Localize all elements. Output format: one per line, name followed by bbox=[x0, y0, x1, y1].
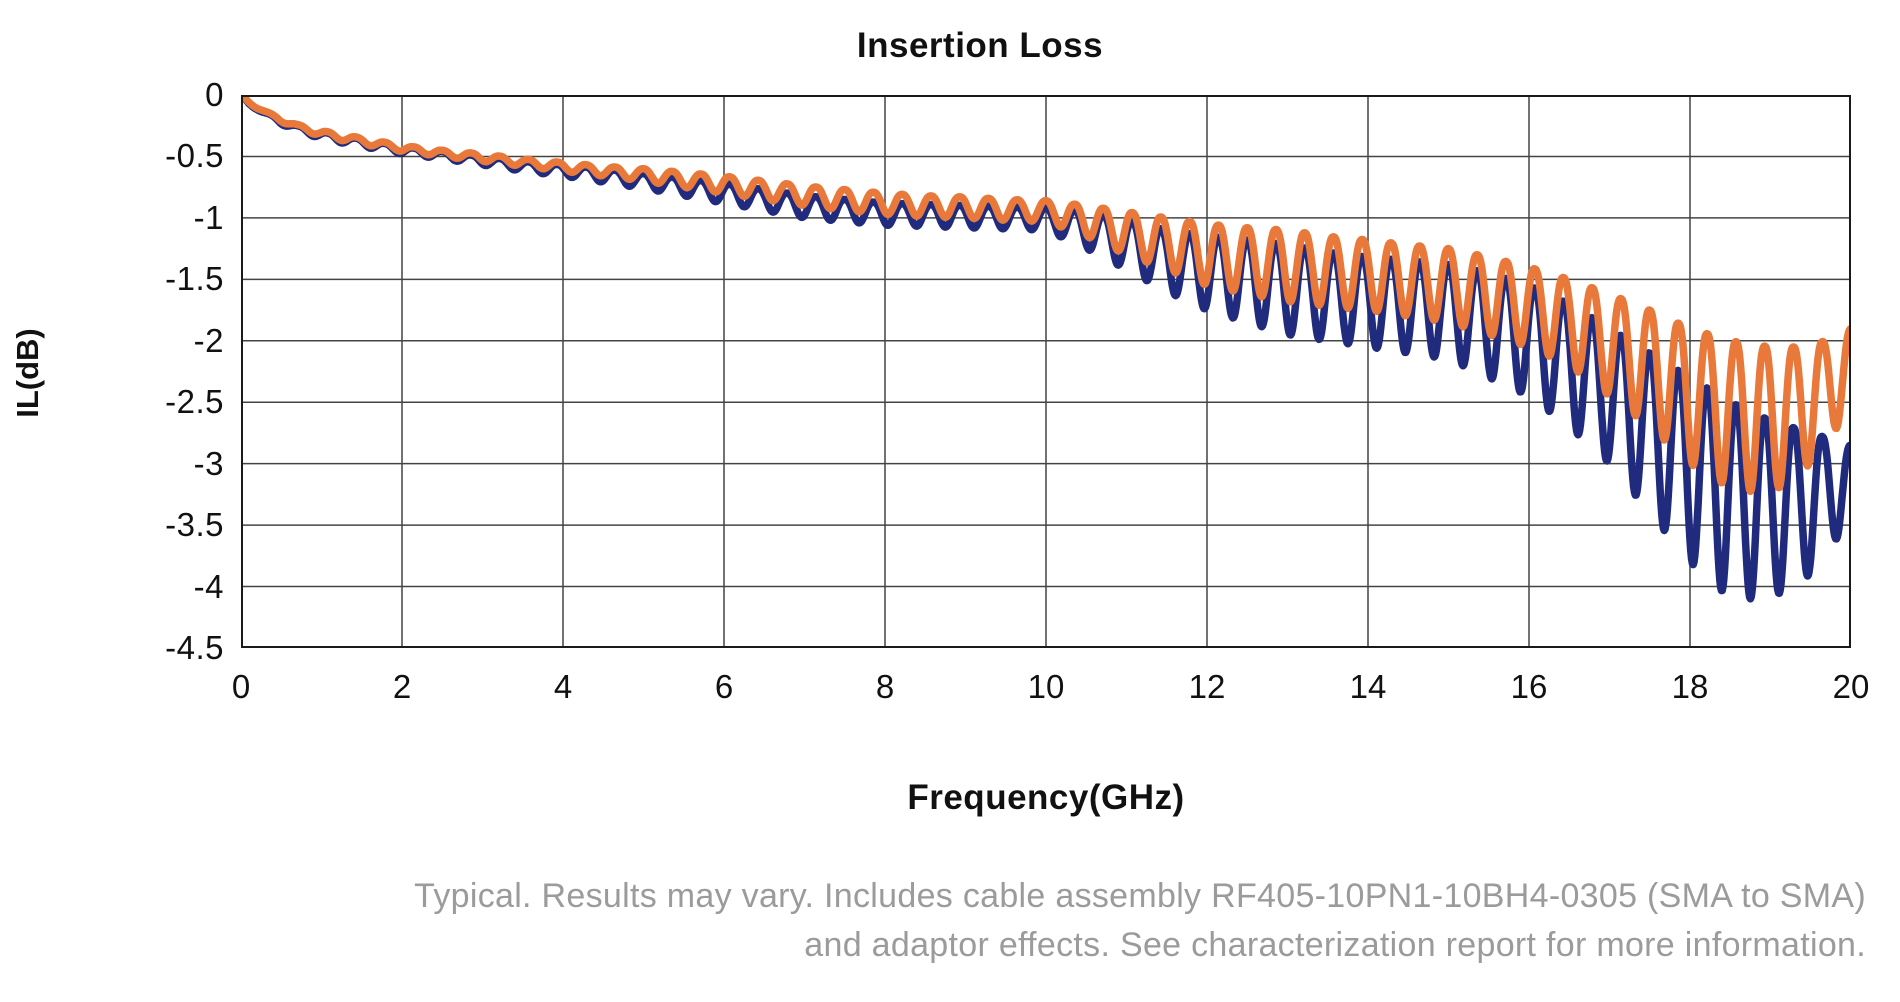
y-tick-label: 0 bbox=[205, 76, 224, 113]
y-tick-label: -2 bbox=[193, 321, 224, 359]
figure-caption-line2: and adaptor effects. See characterizatio… bbox=[804, 926, 1866, 964]
x-tick-label: 20 bbox=[1832, 668, 1870, 705]
x-tick-label: 2 bbox=[392, 668, 412, 705]
y-tick-label: -1.5 bbox=[165, 260, 224, 298]
y-tick-label: -3.5 bbox=[165, 506, 224, 544]
x-tick-label: 14 bbox=[1349, 668, 1387, 705]
insertion-loss-orange-line bbox=[241, 95, 1851, 496]
x-tick-label: 6 bbox=[714, 668, 734, 705]
y-tick-label: -3 bbox=[193, 444, 224, 482]
insertion-loss-plot bbox=[241, 95, 1851, 648]
x-tick-label: 18 bbox=[1671, 668, 1709, 705]
x-tick-label: 16 bbox=[1510, 668, 1548, 705]
y-tick-label: -4.5 bbox=[165, 629, 224, 666]
x-tick-label: 12 bbox=[1188, 668, 1226, 705]
x-tick-label: 0 bbox=[231, 668, 251, 705]
x-axis-label: Frequency(GHz) bbox=[907, 778, 1185, 817]
plot-border bbox=[241, 95, 1851, 648]
x-tick-label: 10 bbox=[1027, 668, 1065, 705]
plot-area bbox=[241, 95, 1851, 648]
chart-title: Insertion Loss bbox=[856, 26, 1104, 65]
y-tick-label: -0.5 bbox=[165, 137, 224, 175]
y-tick-label: -1 bbox=[193, 198, 224, 236]
x-tick-label: 4 bbox=[553, 668, 573, 705]
y-tick-label: -4 bbox=[193, 567, 224, 605]
y-tick-label: -2.5 bbox=[165, 383, 224, 421]
figure-caption-line1: Typical. Results may vary. Includes cabl… bbox=[414, 877, 1866, 915]
y-axis-label: IL(dB) bbox=[10, 328, 45, 418]
x-tick-label: 8 bbox=[875, 668, 895, 705]
figure-caption: Typical. Results may vary. Includes cabl… bbox=[266, 872, 1866, 970]
